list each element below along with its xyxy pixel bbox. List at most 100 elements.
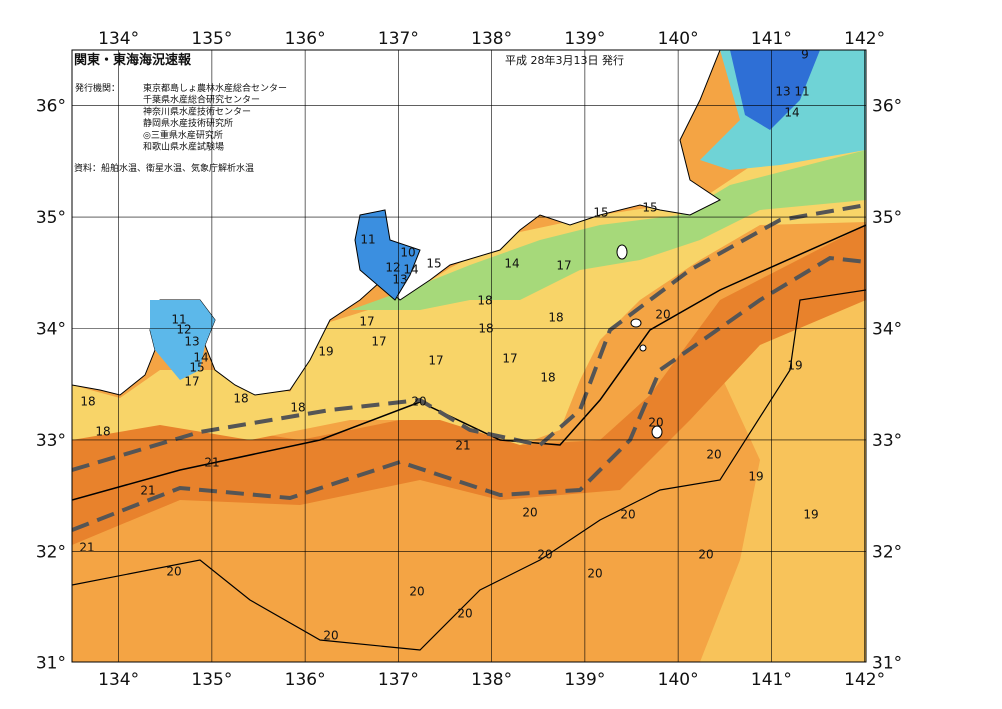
contour-label: 18 <box>477 294 492 308</box>
lat-label: 32° <box>36 542 66 562</box>
contour-label: 17 <box>359 315 374 329</box>
lat-label: 36° <box>36 97 66 117</box>
contour-label: 20 <box>537 548 552 562</box>
contour-label: 19 <box>318 345 333 359</box>
lat-label: 35° <box>872 208 902 228</box>
lon-label: 140° <box>658 29 699 49</box>
lat-label: 31° <box>36 654 66 674</box>
contour-label: 13 <box>775 85 790 99</box>
contour-label: 20 <box>411 395 426 409</box>
contour-label: 17 <box>556 259 571 273</box>
contour-label: 20 <box>457 607 472 621</box>
current-axis <box>72 255 866 532</box>
contour-label: 21 <box>79 541 94 555</box>
contour-label: 20 <box>698 548 713 562</box>
contour-label: 20 <box>655 308 670 322</box>
lat-label: 35° <box>36 208 66 228</box>
contour-label: 17 <box>184 375 199 389</box>
lon-label: 135° <box>191 29 232 49</box>
contour-label: 19 <box>748 470 763 484</box>
cool-coastal <box>350 150 866 310</box>
contour-label: 14 <box>403 263 418 277</box>
islands <box>616 244 663 439</box>
lat-label: 33° <box>872 431 902 451</box>
date: 平成 28年3月13日 発行 <box>505 53 624 67</box>
kuroshio-core <box>72 225 866 545</box>
lon-label: 137° <box>378 29 419 49</box>
lat-label: 34° <box>872 320 902 340</box>
contour-label: 14 <box>193 351 208 365</box>
contour-label: 20 <box>409 585 424 599</box>
contour-label: 18 <box>540 371 555 385</box>
contour-label: 18 <box>290 401 305 415</box>
axes: 134° 134° 135° 135° 136° 136° 137° 137° 138° 138°… <box>36 29 902 690</box>
source: 資料：船舶水温、衛星水温、気象庁解析水温 <box>74 162 254 174</box>
contour-label: 18 <box>95 425 110 439</box>
lon-label: 139° <box>564 29 605 49</box>
current-axis <box>72 203 866 472</box>
contour-label: 20 <box>620 508 635 522</box>
issuer: 千葉県水産総合研究センター <box>143 94 260 106</box>
contour-label: 17 <box>428 354 443 368</box>
contour-label: 14 <box>504 257 519 271</box>
contour-label: 11 <box>360 233 375 247</box>
contour-label: 15 <box>189 361 204 375</box>
contour-label: 15 <box>642 201 657 215</box>
contour-label: 18 <box>233 392 248 406</box>
title: 関東・東海海況速報 <box>74 52 192 68</box>
lon-label: 134° <box>98 670 139 690</box>
contour-label: 9 <box>801 48 809 62</box>
lon-label: 134° <box>98 29 139 49</box>
lon-label: 142° <box>844 29 885 49</box>
frame <box>71 49 867 663</box>
lon-label: 141° <box>751 29 792 49</box>
contour-label: 19 <box>787 359 802 373</box>
issuer: ◎三重県水産研究所 <box>143 129 223 141</box>
contour-label: 20 <box>706 448 721 462</box>
issuer: 神奈川県水産技術センター <box>143 105 251 117</box>
contour-label: 13 <box>184 335 199 349</box>
issuer: 東京都島しょ農林水産総合センター <box>143 82 287 94</box>
contour-label: 11 <box>794 85 809 99</box>
lat-label: 31° <box>872 654 902 674</box>
lat-label: 34° <box>36 320 66 340</box>
contour-label: 19 <box>803 508 818 522</box>
cold-water <box>730 50 820 130</box>
contour-label: 20 <box>648 416 663 430</box>
contour-label: 20 <box>166 565 181 579</box>
contour-label: 13 <box>392 273 407 287</box>
lon-label: 140° <box>658 670 699 690</box>
kii-channel <box>150 300 215 380</box>
contour-label: 14 <box>784 106 799 120</box>
contour-label: 20 <box>587 567 602 581</box>
contour-label: 20 <box>522 506 537 520</box>
contour-label: 18 <box>80 395 95 409</box>
lat-label: 32° <box>872 542 902 562</box>
contour-label: 18 <box>548 311 563 325</box>
contour-label: 12 <box>176 323 191 337</box>
contour-line <box>72 289 866 651</box>
issuer: 静岡県水産技術研究所 <box>143 117 233 129</box>
contour-label: 17 <box>502 352 517 366</box>
contour-label: 20 <box>323 629 338 643</box>
contour-label: 17 <box>371 335 386 349</box>
lon-label: 141° <box>751 670 792 690</box>
warm-east <box>700 280 866 662</box>
issuers: 東京都島しょ農林水産総合センター千葉県水産総合研究センター神奈川県水産技術センタ… <box>143 82 287 153</box>
issuer: 和歌山県水産試験場 <box>143 141 224 153</box>
contour-label: 15 <box>426 257 441 271</box>
contour-label: 21 <box>204 456 219 470</box>
ise-bay <box>354 209 421 301</box>
contour-label: 11 <box>171 313 186 327</box>
contour-label: 21 <box>140 484 155 498</box>
land <box>72 50 721 396</box>
lon-label: 136° <box>285 670 326 690</box>
lat-label: 33° <box>36 431 66 451</box>
lon-label: 138° <box>471 29 512 49</box>
contour-label: 18 <box>478 322 493 336</box>
contour-label: 15 <box>593 206 608 220</box>
lon-label: 137° <box>378 670 419 690</box>
